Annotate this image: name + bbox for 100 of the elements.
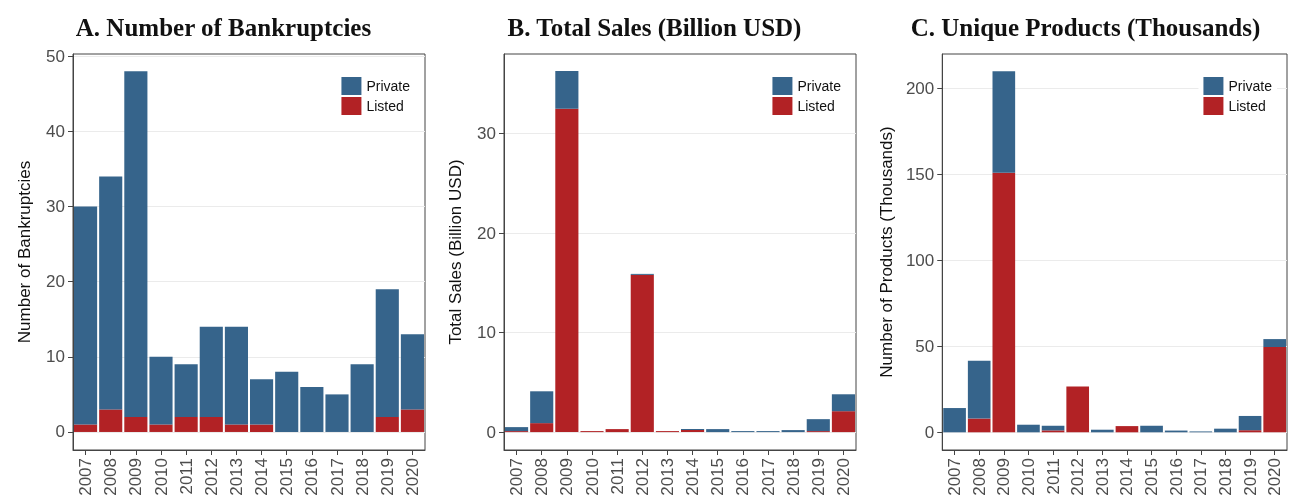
x-tick-label: 2020 [1265,458,1285,496]
bar [1115,426,1139,433]
y-tick-label: 40 [46,121,65,141]
bar [1238,415,1262,431]
x-tick-label: 2012 [1068,458,1088,496]
bar [74,206,98,425]
bar [400,334,424,410]
x-tick-label: 2008 [101,458,121,496]
bar [250,424,274,432]
bar [555,70,579,109]
x-tick-label: 2011 [176,458,196,495]
x-tick-label: 2014 [252,458,272,496]
bar [149,424,173,432]
bar [806,419,830,432]
bar [124,71,148,417]
x-tick-label: 2010 [1018,458,1038,496]
chart-title: B. Total Sales (Billion USD) [507,14,802,42]
x-tick-label: 2013 [226,458,246,496]
bar [1017,424,1040,433]
x-tick-label: 2007 [76,458,96,496]
bar [275,371,299,432]
x-tick-label: 2007 [507,458,527,496]
x-tick-label: 2015 [1142,458,1162,496]
x-tick-label: 2016 [733,458,753,496]
x-tick-label: 2016 [1166,458,1186,496]
x-tick-label: 2010 [151,458,171,496]
x-tick-label: 2019 [377,458,397,496]
x-tick-label: 2012 [632,458,652,496]
bar [831,411,855,433]
y-tick-label: 0 [486,422,496,442]
x-tick-label: 2018 [352,458,372,496]
y-tick-label: 150 [905,164,935,184]
bar [1140,425,1163,433]
bar [199,416,223,432]
x-tick-label: 2020 [833,458,853,496]
bar [605,429,629,433]
bar [967,360,991,419]
bar [992,71,1016,173]
legend-label: Private [797,78,842,94]
bar [1238,430,1262,433]
legend-label: Private [366,78,411,94]
bar [224,424,248,432]
y-axis-title: Number of Bankruptcies [15,160,34,344]
x-tick-label: 2008 [969,458,989,496]
x-tick-label: 2009 [557,458,577,496]
bar [325,394,349,432]
bar [375,416,399,432]
chart-title: A. Number of Bankruptcies [75,14,372,41]
bar [99,176,123,410]
x-tick-label: 2011 [607,458,627,495]
x-tick-label: 2017 [327,458,347,496]
x-tick-label: 2014 [1117,458,1137,496]
bar [124,416,148,432]
y-tick-label: 100 [905,250,935,270]
y-tick-label: 200 [905,78,935,98]
bar [706,429,730,433]
x-tick-label: 2018 [783,458,803,496]
y-tick-label: 20 [46,272,65,292]
y-tick-label: 30 [46,197,65,217]
bar [375,289,399,417]
y-tick-label: 10 [46,347,65,367]
x-tick-label: 2008 [532,458,552,496]
bar [99,409,123,432]
bar [530,391,554,424]
legend-label: Listed [1228,98,1266,114]
bar [224,326,248,425]
x-tick-label: 2019 [1240,458,1260,496]
bar [505,427,529,432]
x-tick-label: 2019 [808,458,828,496]
y-tick-label: 30 [477,124,496,144]
x-tick-label: 2007 [945,458,965,496]
x-tick-label: 2011 [1043,458,1063,495]
y-axis-title: Total Sales (Billion USD) [446,159,465,345]
y-tick-label: 50 [46,46,65,66]
bar [831,394,855,412]
y-tick-label: 50 [915,336,935,356]
bar [149,356,173,425]
bar [174,364,198,417]
bar [174,416,198,432]
x-tick-label: 2013 [657,458,677,496]
y-axis-title: Number of Products (Thousands) [877,126,896,378]
bar [630,274,654,433]
x-tick-label: 2018 [1215,458,1235,496]
bar [943,408,966,433]
bar [530,423,554,433]
bar [250,379,274,425]
bar [555,108,579,433]
x-tick-label: 2015 [277,458,297,496]
y-tick-label: 0 [924,422,935,442]
bar [1263,347,1287,433]
x-tick-label: 2017 [758,458,778,496]
bar [350,364,374,432]
x-tick-label: 2020 [402,458,422,496]
x-tick-label: 2013 [1092,458,1112,496]
y-tick-label: 20 [477,223,496,243]
x-tick-label: 2010 [582,458,602,496]
legend-label: Listed [366,98,404,114]
chart-title: C. Unique Products (Thousands) [910,14,1261,42]
bar [1263,339,1287,347]
legend-label: Listed [797,98,835,114]
